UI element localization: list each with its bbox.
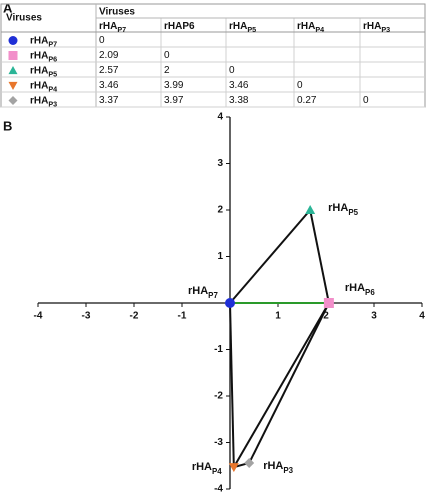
label: rHAP3 [30,95,57,109]
y-tick-label: 1 [217,251,223,262]
label-sub: P4 [315,25,324,34]
table-header: Viruses [99,7,135,18]
table-cell: 0 [164,50,170,61]
table-cell: 0.27 [297,95,317,106]
label-base: rHA [192,461,212,473]
label: rHAP6 [30,50,57,64]
label-base: rHA [263,460,283,472]
marker [244,457,255,468]
y-tick-label: 3 [217,158,223,169]
table-cell: 3.97 [164,95,184,106]
connector [229,302,235,468]
marker [8,51,18,60]
y-tick-label: -2 [214,391,223,402]
marker [8,66,18,75]
y-tick-label: -1 [214,344,223,355]
table-cell: 0 [229,65,235,76]
label-sub: P4 [212,467,222,476]
x-tick-label: 2 [323,311,329,322]
table-cell: 0 [99,35,105,46]
y-tick-label: 4 [217,112,223,123]
label: rHAP4 [297,21,324,35]
label-base: rHA [328,202,348,214]
panel-label: B [3,118,12,133]
label-sub: P7 [117,25,126,34]
label-base: rHA [229,21,247,32]
table-cell: 3.38 [229,95,249,106]
label: rHAP7 [188,285,218,300]
label-sub: P3 [48,100,57,109]
label: rHAP6 [164,21,195,32]
label-base: rHA [30,80,48,91]
label-base: rHA [363,21,381,32]
label-base: rHA [30,65,48,76]
panel-label: A [3,0,13,15]
label: rHAP5 [229,21,256,35]
label: rHAP4 [30,80,57,94]
marker [225,298,235,308]
x-tick-label: -3 [82,311,91,322]
label: rHAP6 [345,282,375,297]
label-sub: P7 [208,291,218,300]
connector [248,302,330,464]
marker [323,298,334,308]
x-tick-label: -1 [178,311,187,322]
marker [8,96,18,105]
label-sub: P5 [348,208,358,217]
marker [228,463,239,473]
label-base: rHA [188,285,208,297]
connector [309,209,330,304]
table-cell: 2 [164,65,170,76]
label-sub: P7 [48,40,57,49]
marker [305,205,316,214]
table-cell: 2.09 [99,50,119,61]
y-tick-label: 2 [217,205,223,216]
label: rHAP5 [328,202,358,217]
table-cell: 2.57 [99,65,119,76]
label: rHAP3 [363,21,390,35]
label: rHAP3 [263,460,293,475]
marker [8,36,18,45]
x-tick-label: -2 [130,311,139,322]
label: rHAP4 [192,461,222,476]
label-sub: P5 [48,70,57,79]
x-tick-label: -4 [34,311,43,322]
y-tick-label: -4 [214,484,223,495]
label-sub: P6 [48,55,57,64]
marker [8,81,18,90]
label: rHAP5 [30,65,57,79]
table-cell: 3.99 [164,80,184,91]
label-base: rHA [99,21,117,32]
connector [229,209,311,304]
table-corner: Viruses [6,13,42,24]
label-base: rHAP6 [164,21,195,32]
label-base: rHA [30,35,48,46]
table-cell: 3.37 [99,95,119,106]
label-base: rHA [297,21,315,32]
label-sub: P3 [283,466,293,475]
table-cell: 0 [363,95,369,106]
table-cell: 3.46 [99,80,119,91]
y-tick-label: -3 [214,437,223,448]
label-sub: P3 [381,25,390,34]
x-tick-label: 4 [419,311,425,322]
connector [232,302,330,468]
x-tick-label: 3 [371,311,377,322]
label-base: rHA [30,95,48,106]
label-sub: P5 [247,25,256,34]
label-sub: P6 [365,288,375,297]
table-cell: 3.46 [229,80,249,91]
x-tick-label: 1 [275,311,281,322]
label: rHAP7 [99,21,126,35]
label-base: rHA [345,282,365,294]
label: rHAP7 [30,35,57,49]
table-cell: 0 [297,80,303,91]
label-sub: P4 [48,85,57,94]
label-base: rHA [30,50,48,61]
